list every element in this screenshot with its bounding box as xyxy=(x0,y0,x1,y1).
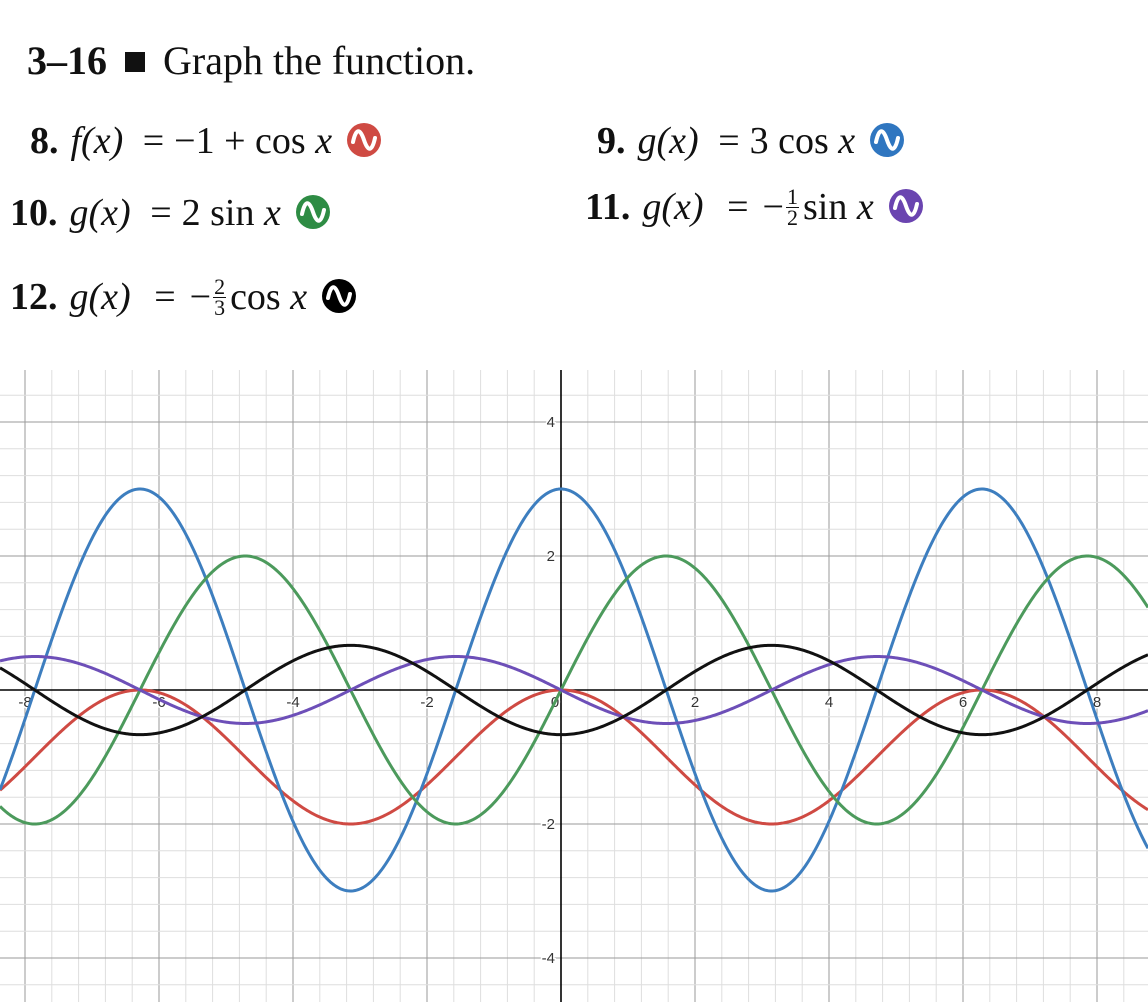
exercise-range: 3–16 xyxy=(27,38,107,83)
series-line-3 xyxy=(0,554,1148,826)
wave-icon-graphic xyxy=(870,123,905,158)
problem-number: 8. xyxy=(30,120,59,162)
fraction-numerator: 1 xyxy=(786,183,798,209)
wave-icon-squiggle xyxy=(874,129,901,152)
function-variable: x xyxy=(315,120,333,162)
series-line-4 xyxy=(0,655,1148,725)
bullet-square-icon xyxy=(125,52,145,73)
wave-icon-graphic xyxy=(888,189,923,224)
problem-number: 11. xyxy=(585,186,631,228)
fraction-denominator: 2 xyxy=(785,204,799,230)
function-name: g(x) xyxy=(637,120,699,162)
x-tick-label: -2 xyxy=(420,694,433,711)
grid xyxy=(0,370,1148,1002)
problem-number: 9. xyxy=(597,120,626,162)
function-variable: x xyxy=(856,186,874,228)
x-tick-label: -4 xyxy=(286,694,299,711)
problem-12: 12. g(x) = −2 3 cos x xyxy=(10,274,357,321)
series-line-2 xyxy=(0,487,1148,893)
function-name: g(x) xyxy=(69,192,131,234)
problem-9: 9. g(x) = 3 cos x xyxy=(597,118,905,164)
function-variable: x xyxy=(263,192,281,234)
function-graph[interactable]: -8 -6 -4 -2 0 2 4 6 842-2-4 xyxy=(0,370,1148,1002)
problem-10: 10. g(x) = 2 sin x xyxy=(10,190,331,236)
wave-icon-graphic xyxy=(295,195,330,230)
y-tick-label: 4 xyxy=(547,414,555,431)
wave-icon[interactable] xyxy=(295,194,331,230)
y-tick-label: -2 xyxy=(542,816,555,833)
equals-sign: = xyxy=(142,120,165,162)
y-tick-label: 2 xyxy=(547,548,555,565)
x-tick-label: 4 xyxy=(825,694,833,711)
function-rhs-trig: sin xyxy=(802,186,848,228)
wave-icon[interactable] xyxy=(321,278,357,314)
wave-icon-squiggle xyxy=(351,129,378,152)
problem-number: 10. xyxy=(10,192,58,234)
y-tick-label: -4 xyxy=(542,950,555,967)
wave-icon-squiggle xyxy=(892,195,919,218)
fraction-denominator: 3 xyxy=(213,294,227,320)
function-variable: x xyxy=(290,276,308,318)
function-name: g(x) xyxy=(642,186,704,228)
wave-icon[interactable] xyxy=(346,122,382,158)
wave-icon[interactable] xyxy=(869,122,905,158)
equals-sign: = xyxy=(150,192,172,234)
function-rhs: 3 cos xyxy=(749,120,829,162)
function-rhs-sign: − xyxy=(189,276,212,318)
function-name: f(x) xyxy=(70,120,124,162)
problem-11: 11. g(x) = −1 2 sin x xyxy=(585,184,924,231)
function-variable: x xyxy=(838,120,856,162)
wave-icon[interactable] xyxy=(888,188,924,224)
problem-8: 8. f(x) = −1 + cos x xyxy=(30,118,382,164)
function-rhs-trig: cos xyxy=(230,276,281,318)
fraction-numerator: 2 xyxy=(214,273,226,299)
wave-icon-graphic xyxy=(322,279,357,314)
function-rhs: −1 + cos xyxy=(174,120,306,162)
x-tick-label: 2 xyxy=(691,694,699,711)
problem-number: 12. xyxy=(10,276,58,318)
x-tick-label: 8 xyxy=(1093,694,1101,711)
x-tick-label: 6 xyxy=(959,694,967,711)
wave-icon-squiggle xyxy=(326,285,353,308)
equals-sign: = xyxy=(718,120,740,162)
series-line-1 xyxy=(0,688,1148,826)
function-rhs-sign: − xyxy=(762,186,784,228)
function-name: g(x) xyxy=(69,276,131,318)
wave-icon-graphic xyxy=(347,123,382,158)
function-rhs: 2 sin xyxy=(181,192,255,234)
equals-sign: = xyxy=(154,276,176,318)
exercise-instruction: Graph the function. xyxy=(163,38,476,83)
wave-icon-squiggle xyxy=(299,201,326,224)
series-line-5 xyxy=(0,643,1148,737)
exercise-heading: 3–16 Graph the function. xyxy=(27,36,475,86)
equals-sign: = xyxy=(727,186,749,228)
